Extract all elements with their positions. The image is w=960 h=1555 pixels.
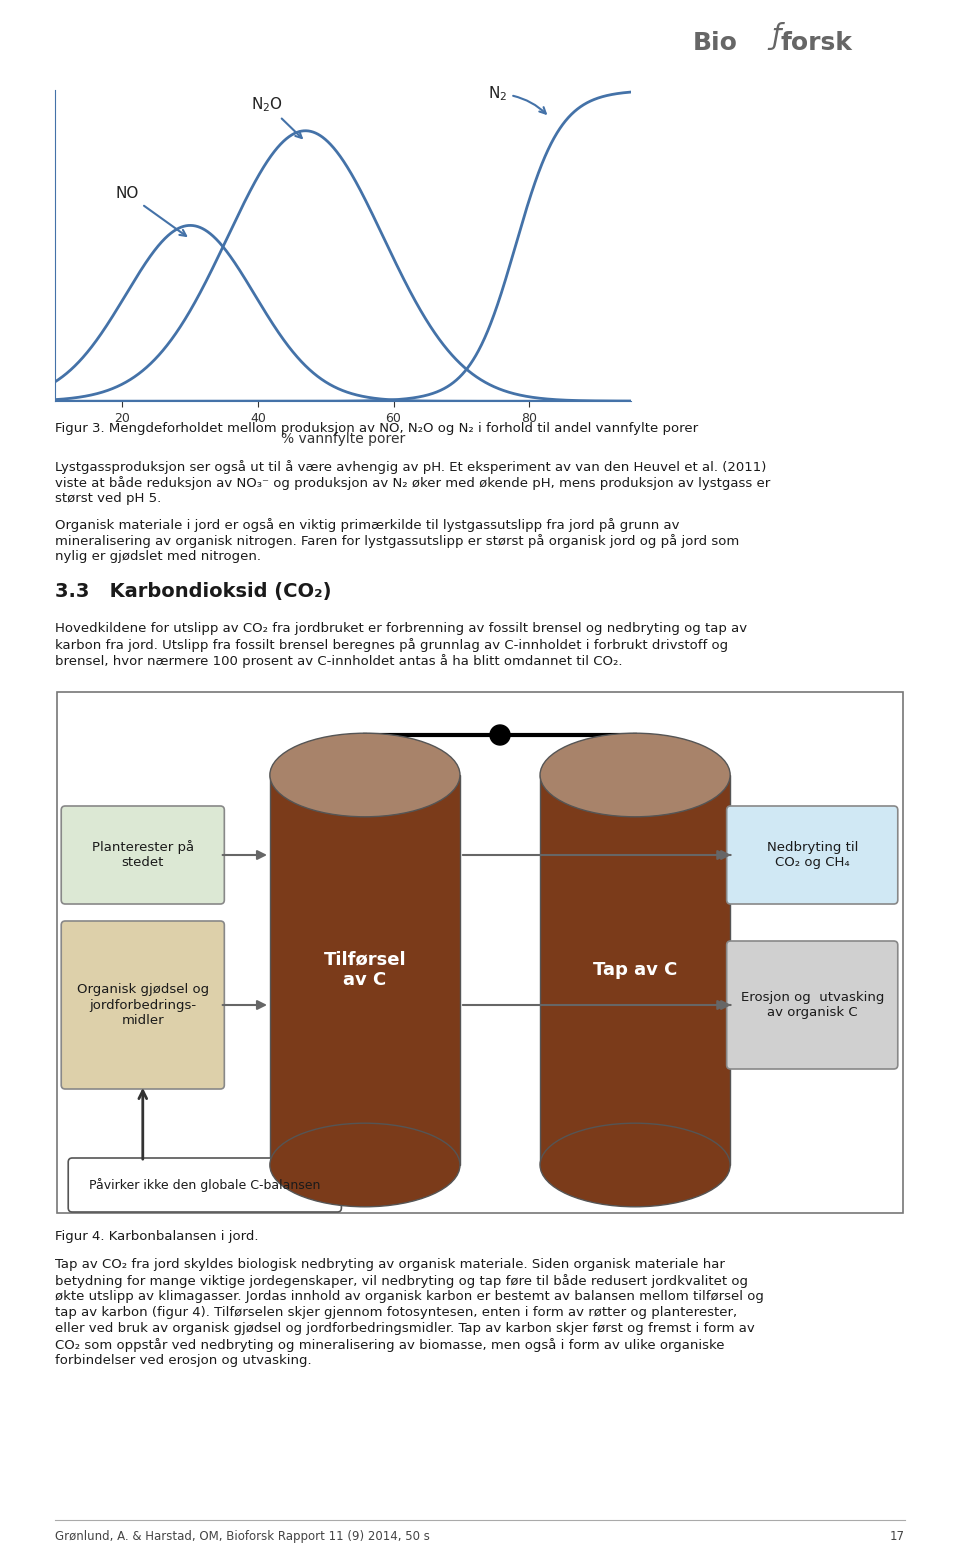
Text: eller ved bruk av organisk gjødsel og jordforbedringsmidler. Tap av karbon skjer: eller ved bruk av organisk gjødsel og jo… bbox=[55, 1322, 755, 1336]
Text: Tap av C: Tap av C bbox=[593, 961, 678, 980]
FancyBboxPatch shape bbox=[61, 805, 225, 903]
Text: Tap av CO₂ fra jord skyldes biologisk nedbryting av organisk materiale. Siden or: Tap av CO₂ fra jord skyldes biologisk ne… bbox=[55, 1258, 725, 1270]
Text: Tilførsel
av C: Tilførsel av C bbox=[324, 950, 406, 989]
Text: ƒ: ƒ bbox=[772, 22, 781, 50]
X-axis label: % vannfylte porer: % vannfylte porer bbox=[280, 432, 405, 446]
Circle shape bbox=[490, 725, 510, 745]
Text: størst ved pH 5.: størst ved pH 5. bbox=[55, 491, 161, 505]
Text: NO: NO bbox=[116, 187, 186, 236]
Text: viste at både reduksjon av NO₃⁻ og produksjon av N₂ øker med økende pH, mens pro: viste at både reduksjon av NO₃⁻ og produ… bbox=[55, 476, 770, 490]
Text: Erosjon og  utvasking
av organisk C: Erosjon og utvasking av organisk C bbox=[740, 991, 884, 1019]
Text: N$_2$O: N$_2$O bbox=[252, 95, 301, 138]
Text: 3.3   Karbondioksid (CO₂): 3.3 Karbondioksid (CO₂) bbox=[55, 582, 331, 600]
Ellipse shape bbox=[270, 734, 460, 816]
Text: betydning for mange viktige jordegenskaper, vil nedbryting og tap føre til både : betydning for mange viktige jordegenskap… bbox=[55, 1274, 748, 1288]
Text: nylig er gjødslet med nitrogen.: nylig er gjødslet med nitrogen. bbox=[55, 550, 261, 563]
Text: brensel, hvor nærmere 100 prosent av C-innholdet antas å ha blitt omdannet til C: brensel, hvor nærmere 100 prosent av C-i… bbox=[55, 655, 622, 669]
Text: forbindelser ved erosjon og utvasking.: forbindelser ved erosjon og utvasking. bbox=[55, 1354, 312, 1367]
Ellipse shape bbox=[540, 1123, 731, 1207]
Text: Påvirker ikke den globale C-balansen: Påvirker ikke den globale C-balansen bbox=[89, 1179, 321, 1193]
Text: mineralisering av organisk nitrogen. Faren for lystgassutslipp er størst på orga: mineralisering av organisk nitrogen. Far… bbox=[55, 533, 739, 547]
Text: Hovedkildene for utslipp av CO₂ fra jordbruket er forbrenning av fossilt brensel: Hovedkildene for utslipp av CO₂ fra jord… bbox=[55, 622, 747, 634]
Text: N$_2$: N$_2$ bbox=[489, 84, 546, 114]
Text: 17: 17 bbox=[890, 1530, 905, 1543]
Text: Organisk gjødsel og
jordforbedrings-
midler: Organisk gjødsel og jordforbedrings- mid… bbox=[77, 983, 209, 1026]
Ellipse shape bbox=[270, 1123, 460, 1207]
Text: økte utslipp av klimagasser. Jordas innhold av organisk karbon er bestemt av bal: økte utslipp av klimagasser. Jordas innh… bbox=[55, 1291, 764, 1303]
Text: Planterester på
stedet: Planterester på stedet bbox=[92, 841, 194, 869]
FancyBboxPatch shape bbox=[727, 941, 898, 1068]
Text: Lystgassproduksjon ser også ut til å være avhengig av pH. Et eksperiment av van : Lystgassproduksjon ser også ut til å vær… bbox=[55, 460, 766, 474]
Text: Figur 4. Karbonbalansen i jord.: Figur 4. Karbonbalansen i jord. bbox=[55, 1230, 258, 1242]
Text: forsk: forsk bbox=[780, 31, 852, 54]
FancyBboxPatch shape bbox=[57, 692, 903, 1213]
Ellipse shape bbox=[540, 734, 731, 816]
FancyBboxPatch shape bbox=[270, 774, 460, 1165]
Text: karbon fra jord. Utslipp fra fossilt brensel beregnes på grunnlag av C-innholdet: karbon fra jord. Utslipp fra fossilt bre… bbox=[55, 638, 728, 652]
Text: Bio: Bio bbox=[693, 31, 737, 54]
Text: Figur 3. Mengdeforholdet mellom produksjon av NO, N₂O og N₂ i forhold til andel : Figur 3. Mengdeforholdet mellom produksj… bbox=[55, 421, 698, 435]
Text: Organisk materiale i jord er også en viktig primærkilde til lystgassutslipp fra : Organisk materiale i jord er også en vik… bbox=[55, 518, 680, 532]
Text: CO₂ som oppstår ved nedbryting og mineralisering av biomasse, men også i form av: CO₂ som oppstår ved nedbryting og minera… bbox=[55, 1337, 725, 1351]
FancyBboxPatch shape bbox=[727, 805, 898, 903]
FancyBboxPatch shape bbox=[68, 1158, 342, 1211]
Text: tap av karbon (figur 4). Tilførselen skjer gjennom fotosyntesen, enten i form av: tap av karbon (figur 4). Tilførselen skj… bbox=[55, 1306, 737, 1319]
FancyBboxPatch shape bbox=[61, 921, 225, 1088]
Text: Nedbryting til
CO₂ og CH₄: Nedbryting til CO₂ og CH₄ bbox=[766, 841, 858, 869]
Text: Grønlund, A. & Harstad, OM, Bioforsk Rapport 11 (9) 2014, 50 s: Grønlund, A. & Harstad, OM, Bioforsk Rap… bbox=[55, 1530, 430, 1543]
FancyBboxPatch shape bbox=[540, 774, 731, 1165]
